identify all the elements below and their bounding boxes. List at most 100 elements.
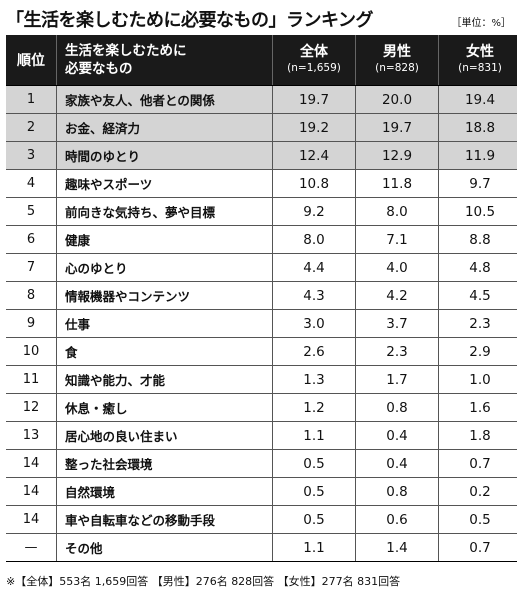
female-cell: 4.8 — [438, 253, 517, 282]
total-cell: 1.1 — [272, 421, 356, 450]
header-total: 全体 (n=1,659) — [272, 35, 356, 86]
male-cell: 4.0 — [355, 253, 439, 282]
male-cell: 7.1 — [355, 225, 439, 254]
male-cell: 8.0 — [355, 197, 439, 226]
table-row: 3 時間のゆとり 12.4 12.9 11.9 — [6, 141, 517, 170]
table-row: 12 休息・癒し 1.2 0.8 1.6 — [6, 393, 517, 422]
table-row: 10 食 2.6 2.3 2.9 — [6, 337, 517, 366]
female-cell: 0.5 — [438, 505, 517, 534]
table-row: 5 前向きな気持ち、夢や目標 9.2 8.0 10.5 — [6, 197, 517, 226]
table-row: 14 自然環境 0.5 0.8 0.2 — [6, 477, 517, 506]
male-cell: 0.4 — [355, 449, 439, 478]
item-cell: 時間のゆとり — [56, 141, 273, 170]
total-cell: 0.5 — [272, 505, 356, 534]
header-female-label: 女性 — [466, 44, 494, 60]
female-cell: 18.8 — [438, 113, 517, 142]
rank-cell: 14 — [6, 477, 57, 506]
total-cell: 0.5 — [272, 449, 356, 478]
header-female-n: (n=831) — [458, 62, 502, 74]
item-cell: 趣味やスポーツ — [56, 169, 273, 198]
rank-cell: 14 — [6, 505, 57, 534]
item-cell: 仕事 — [56, 309, 273, 338]
female-cell: 2.3 — [438, 309, 517, 338]
table-header-row: 順位 生活を楽しむために 必要なもの 全体 (n=1,659) 男性 (n=82… — [6, 35, 517, 86]
item-cell: 健康 — [56, 225, 273, 254]
total-cell: 2.6 — [272, 337, 356, 366]
male-cell: 3.7 — [355, 309, 439, 338]
rank-cell: 1 — [6, 85, 57, 114]
total-cell: 12.4 — [272, 141, 356, 170]
rank-cell: 4 — [6, 169, 57, 198]
item-cell: 家族や友人、他者との関係 — [56, 85, 273, 114]
total-cell: 1.3 — [272, 365, 356, 394]
unit-label: ［単位：%］ — [451, 18, 511, 29]
rank-cell: 7 — [6, 253, 57, 282]
total-cell: 1.2 — [272, 393, 356, 422]
item-cell: 自然環境 — [56, 477, 273, 506]
header-total-label: 全体 — [300, 44, 328, 60]
total-cell: 1.1 — [272, 533, 356, 562]
female-cell: 0.7 — [438, 449, 517, 478]
male-cell: 0.8 — [355, 393, 439, 422]
female-cell: 0.7 — [438, 533, 517, 562]
rank-cell: 11 — [6, 365, 57, 394]
female-cell: 9.7 — [438, 169, 517, 198]
male-cell: 0.6 — [355, 505, 439, 534]
female-cell: 1.8 — [438, 421, 517, 450]
rank-cell: 13 — [6, 421, 57, 450]
table-row: 13 居心地の良い住まい 1.1 0.4 1.8 — [6, 421, 517, 450]
female-cell: 19.4 — [438, 85, 517, 114]
rank-cell: 5 — [6, 197, 57, 226]
item-cell: 整った社会環境 — [56, 449, 273, 478]
rank-cell: 14 — [6, 449, 57, 478]
total-cell: 8.0 — [272, 225, 356, 254]
item-cell: 居心地の良い住まい — [56, 421, 273, 450]
footnote: ※【全体】553名 1,659回答 【男性】276名 828回答 【女性】277… — [6, 575, 401, 588]
table-row: — その他 1.1 1.4 0.7 — [6, 533, 517, 562]
male-cell: 2.3 — [355, 337, 439, 366]
header-female: 女性 (n=831) — [438, 35, 517, 86]
table-row: 8 情報機器やコンテンツ 4.3 4.2 4.5 — [6, 281, 517, 310]
table-row: 14 整った社会環境 0.5 0.4 0.7 — [6, 449, 517, 478]
item-cell: 知識や能力、才能 — [56, 365, 273, 394]
male-cell: 12.9 — [355, 141, 439, 170]
item-cell: 食 — [56, 337, 273, 366]
header-male: 男性 (n=828) — [355, 35, 439, 86]
title-row: 「生活を楽しむために必要なもの」ランキング ［単位：%］ — [6, 4, 511, 34]
total-cell: 19.7 — [272, 85, 356, 114]
table-row: 7 心のゆとり 4.4 4.0 4.8 — [6, 253, 517, 282]
item-cell: 車や自転車などの移動手段 — [56, 505, 273, 534]
item-cell: 情報機器やコンテンツ — [56, 281, 273, 310]
item-cell: 前向きな気持ち、夢や目標 — [56, 197, 273, 226]
item-cell: 休息・癒し — [56, 393, 273, 422]
male-cell: 0.4 — [355, 421, 439, 450]
rank-cell: 2 — [6, 113, 57, 142]
male-cell: 0.8 — [355, 477, 439, 506]
total-cell: 19.2 — [272, 113, 356, 142]
female-cell: 8.8 — [438, 225, 517, 254]
item-cell: お金、経済力 — [56, 113, 273, 142]
rank-cell: 3 — [6, 141, 57, 170]
male-cell: 11.8 — [355, 169, 439, 198]
table-row: 9 仕事 3.0 3.7 2.3 — [6, 309, 517, 338]
male-cell: 1.4 — [355, 533, 439, 562]
table-row: 14 車や自転車などの移動手段 0.5 0.6 0.5 — [6, 505, 517, 534]
male-cell: 1.7 — [355, 365, 439, 394]
header-male-label: 男性 — [383, 44, 411, 60]
header-male-n: (n=828) — [375, 62, 419, 74]
total-cell: 4.4 — [272, 253, 356, 282]
male-cell: 19.7 — [355, 113, 439, 142]
table-row: 6 健康 8.0 7.1 8.8 — [6, 225, 517, 254]
page-title: 「生活を楽しむために必要なもの」ランキング — [6, 10, 373, 31]
rank-cell: — — [6, 533, 57, 562]
header-item-line1: 生活を楽しむために — [65, 43, 187, 59]
total-cell: 10.8 — [272, 169, 356, 198]
item-cell: その他 — [56, 533, 273, 562]
ranking-table: 順位 生活を楽しむために 必要なもの 全体 (n=1,659) 男性 (n=82… — [6, 35, 517, 562]
header-total-n: (n=1,659) — [287, 62, 341, 74]
table-body: 1 家族や友人、他者との関係 19.7 20.0 19.4 2 お金、経済力 19.2 19.7… — [6, 85, 517, 562]
female-cell: 11.9 — [438, 141, 517, 170]
male-cell: 4.2 — [355, 281, 439, 310]
female-cell: 1.6 — [438, 393, 517, 422]
total-cell: 0.5 — [272, 477, 356, 506]
